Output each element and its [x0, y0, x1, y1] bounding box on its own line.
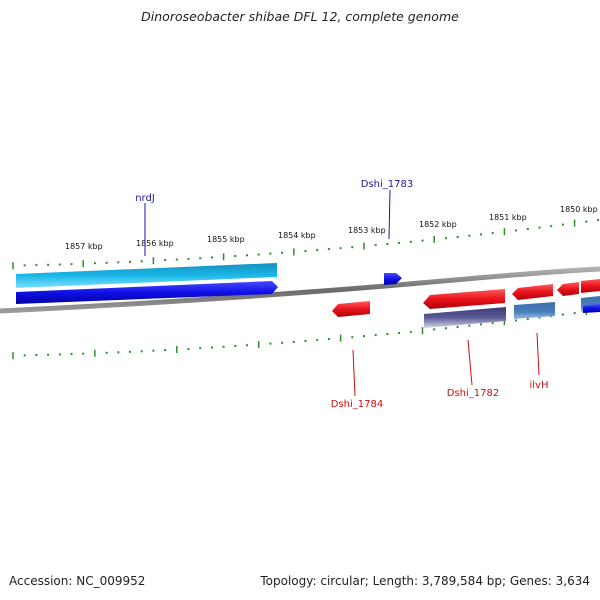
reverse-gene-labels: Dshi_1784 Dshi_1782 ilvH [331, 332, 549, 410]
gene-label-nrdj[interactable]: nrdJ [135, 193, 155, 204]
tick-label: 1856 kbp [136, 239, 174, 248]
label-leader-line [467, 339, 473, 386]
topology-summary: Topology: circular; Length: 3,789,584 bp… [260, 574, 590, 588]
label-leader-line [388, 189, 391, 240]
gene-feature[interactable] [423, 289, 505, 309]
label-leader-line [352, 349, 356, 397]
gene-feature[interactable] [424, 307, 506, 328]
label-leader-line [536, 332, 540, 376]
gene-feature[interactable] [512, 284, 553, 300]
forward-gene-labels: nrdJ Dshi_1783 [135, 179, 413, 256]
gene-feature[interactable] [557, 282, 579, 296]
gene-feature[interactable] [583, 304, 600, 313]
gene-feature[interactable] [16, 263, 277, 288]
tick-label: 1853 kbp [348, 226, 386, 235]
tick-label: 1855 kbp [207, 235, 245, 244]
gene-feature[interactable] [384, 273, 402, 285]
tick-label: 1851 kbp [489, 213, 527, 222]
gene-feature[interactable] [514, 302, 555, 319]
gene-feature[interactable] [16, 281, 278, 304]
gene-label-ilvh[interactable]: ilvH [530, 380, 549, 391]
forward-genes [16, 263, 600, 313]
genome-backbone [0, 266, 600, 314]
lower-tick-track [12, 308, 599, 360]
tick-labels: 1857 kbp 1856 kbp 1855 kbp 1854 kbp 1853… [65, 205, 598, 251]
upper-tick-track [12, 219, 599, 270]
tick-label: 1854 kbp [278, 231, 316, 240]
tick-label: 1850 kbp [560, 205, 598, 214]
tick-label: 1857 kbp [65, 242, 103, 251]
gene-feature[interactable] [581, 279, 600, 293]
map-title: Dinoroseobacter shibae DFL 12, complete … [141, 9, 459, 24]
gene-label-dshi-1784[interactable]: Dshi_1784 [331, 399, 383, 410]
accession-text: Accession: NC_009952 [9, 574, 146, 588]
gene-feature[interactable] [332, 301, 370, 317]
reverse-genes [332, 279, 600, 328]
tick-label: 1852 kbp [419, 220, 457, 229]
gene-label-dshi-1782[interactable]: Dshi_1782 [447, 388, 499, 399]
gene-label-dshi-1783[interactable]: Dshi_1783 [361, 179, 413, 190]
